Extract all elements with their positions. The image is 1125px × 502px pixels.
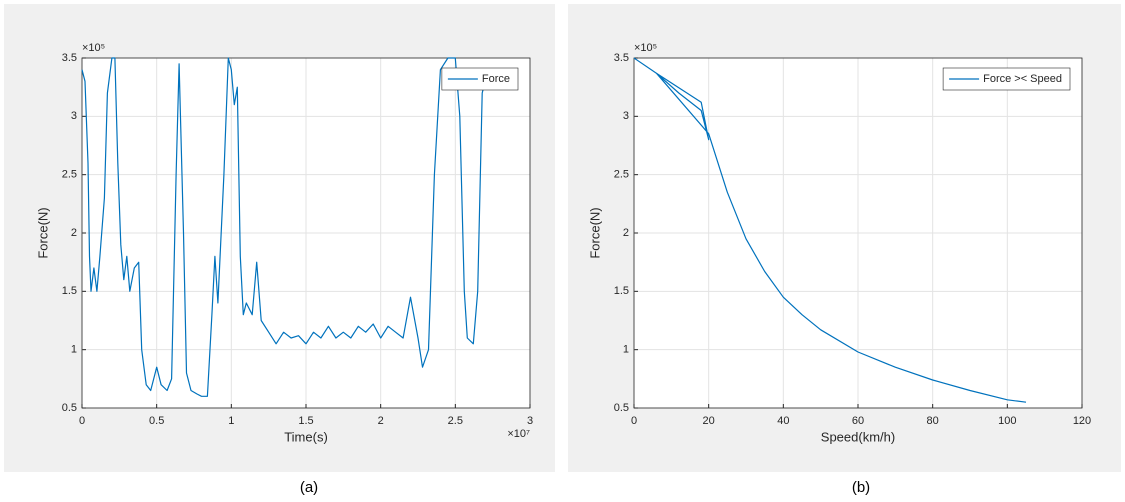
legend-box [441,67,519,91]
y-tick-label: 2 [71,227,77,239]
y-tick-label: 2 [623,227,629,239]
legend-label: Force [482,73,510,85]
x-tick-label: 60 [852,415,864,427]
caption: (a) [300,479,318,496]
y-tick-label: 3 [623,110,629,122]
y-scale-label: ×10⁵ [82,42,105,54]
y-tick-label: 1 [623,344,629,356]
y-tick-label: 1.5 [62,285,77,297]
x-axis-label: Speed(km/h) [821,429,895,444]
y-tick-label: 0.5 [614,402,629,414]
caption: (b) [852,479,870,496]
y-tick-label: 0.5 [62,402,77,414]
x-tick-label: 1 [228,415,234,427]
axes-box [81,57,531,409]
x-tick-label: 3 [527,415,533,427]
y-scale-label: ×10⁵ [634,42,657,54]
x-tick-label: 0 [631,415,637,427]
x-tick-label: 2.5 [448,415,463,427]
y-tick-label: 1 [71,344,77,356]
x-tick-label: 0 [79,415,85,427]
y-tick-label: 1.5 [614,285,629,297]
data-line [81,57,486,397]
x-tick-label: 1.5 [298,415,313,427]
y-tick-label: 3.5 [62,52,77,64]
x-tick-label: 120 [1073,415,1091,427]
x-tick-label: 20 [703,415,715,427]
x-tick-label: 0.5 [149,415,164,427]
y-tick-label: 2.5 [614,169,629,181]
x-tick-label: 40 [777,415,789,427]
legend-box [942,67,1071,91]
x-tick-label: 80 [927,415,939,427]
y-tick-label: 3.5 [614,52,629,64]
x-tick-label: 2 [378,415,384,427]
legend-label: Force >< Speed [983,73,1062,85]
axes-box [633,57,1083,409]
y-tick-label: 2.5 [62,169,77,181]
x-axis-label: Time(s) [284,429,328,444]
data-line [633,57,1027,403]
y-tick-label: 3 [71,110,77,122]
x-tick-label: 100 [998,415,1016,427]
y-axis-label: Force(N) [587,207,602,258]
y-axis-label: Force(N) [35,207,50,258]
x-scale-label: ×10⁷ [507,428,530,440]
